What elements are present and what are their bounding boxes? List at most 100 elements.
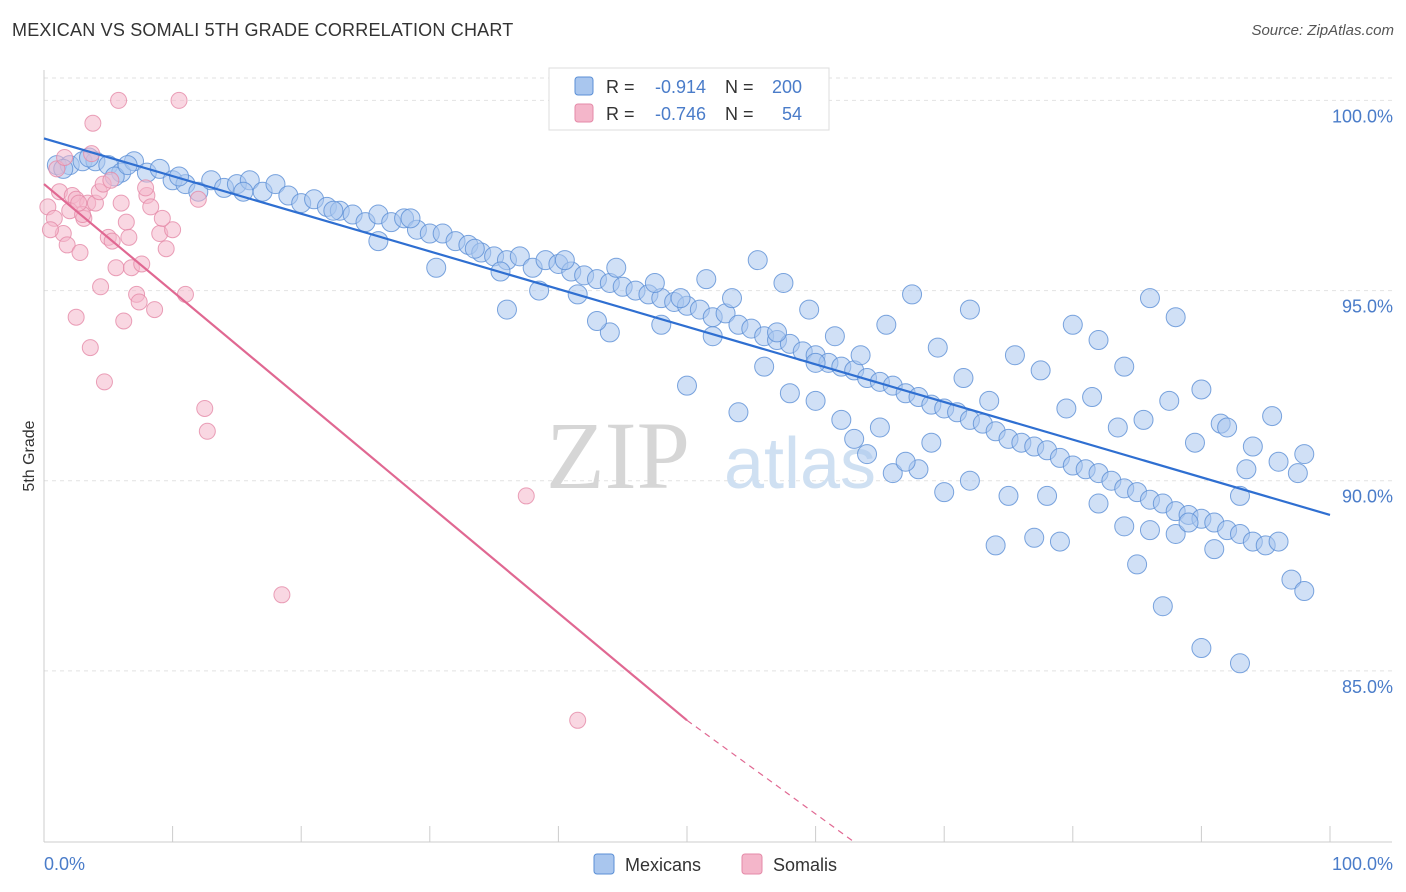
somalis-point [198,422,216,440]
somalis-point [102,171,120,189]
mexicans-point [722,288,743,309]
mexicans-point [1159,390,1180,411]
somalis-point [56,148,74,166]
stats-n-label: N = [725,104,754,124]
mexicans-point [869,417,890,438]
mexicans-point [953,368,974,389]
mexicans-point [831,409,852,430]
mexicans-point [1229,485,1250,506]
mexicans-point [400,208,421,229]
mexicans-point [1037,485,1058,506]
mexicans-point [670,288,691,309]
mexicans-point [779,383,800,404]
stats-legend: R = -0.914 N = 200 R = -0.746 N = 54 [548,67,830,131]
mexicans-point [1088,330,1109,351]
mexicans-point [586,310,607,331]
mexicans-point [554,250,575,271]
stats-legend-box [548,67,830,131]
mexicans-point [902,284,923,305]
mexicans-point [368,231,389,252]
somalis-point [120,228,138,246]
mexicans-point [728,402,749,423]
mexicans-point [1024,527,1045,548]
y-tick-label: 90.0% [1342,487,1393,507]
mexicans-point [1114,516,1135,537]
mexicans-point [927,337,948,358]
mexicans-point [496,299,517,320]
somalis-point [117,213,135,231]
mexicans-point [677,375,697,396]
somalis-point [164,221,182,239]
mexicans-point [1242,436,1263,457]
mexicans-trend-line [43,137,1331,517]
mexicans-point [1268,451,1289,472]
y-tick-label: 100.0% [1332,106,1393,126]
mexicans-point [1139,288,1160,309]
mexicans-point [1114,356,1135,377]
mexicans-point [1030,360,1051,381]
mexicans-point [1107,417,1128,438]
data-points [39,91,1315,729]
somalis-point [189,190,207,208]
mexicans-point [1229,653,1250,674]
stats-r-value: -0.746 [655,104,706,124]
mexicans-point [1262,406,1283,427]
mexicans-point [1217,417,1238,438]
watermark-zip: ZIP [546,402,690,509]
mexicans-point [1165,307,1186,328]
somalis-trend-line-dashed [686,719,855,843]
somalis-point [67,308,85,326]
somalis-point [107,259,125,277]
mexicans-point [850,345,871,366]
mexicans-point [1004,345,1025,366]
mexicans-point [985,535,1006,556]
stats-r-value: -0.914 [655,77,706,97]
somalis-point [115,312,133,330]
stats-r-label: R = [606,77,635,97]
mexicans-point [1268,531,1289,552]
somalis-point [71,244,89,262]
mexicans-point [1139,520,1160,541]
mexicans-point [805,390,826,411]
series-legend-label: Mexicans [625,855,701,875]
series-legend-swatch [741,853,763,875]
mexicans-point [857,444,878,465]
mexicans-point [426,257,447,278]
mexicans-point [464,238,485,259]
grid-lines [44,77,1392,672]
mexicans-point [1082,387,1103,408]
stats-n-value: 54 [782,104,802,124]
series-legend-swatch [593,853,615,875]
mexicans-point [921,432,942,453]
mexicans-point [959,470,980,491]
stats-n-label: N = [725,77,754,97]
mexicans-point [979,390,1000,411]
y-tick-label: 85.0% [1342,677,1393,697]
mexicans-point [747,250,768,271]
source-label: Source: ZipAtlas.com [1251,22,1394,39]
somalis-point [176,285,194,303]
somalis-point [569,711,587,729]
mexicans-point [876,314,897,335]
somalis-point [130,293,148,311]
somalis-point [196,399,214,417]
mexicans-point [1184,432,1205,453]
mexicans-point [1287,463,1308,484]
mexicans-point [824,326,845,347]
somalis-point [137,179,155,197]
somalis-point [81,339,99,357]
y-tick-label: 95.0% [1342,297,1393,317]
somalis-point [157,240,175,258]
mexicans-point [895,451,916,472]
trend-lines [43,137,1331,843]
mexicans-point [959,299,980,320]
axes [43,70,1392,843]
somalis-point [110,91,128,109]
mexicans-point [644,272,665,293]
somalis-point [517,487,535,505]
somalis-point [112,194,130,212]
mexicans-point [1204,539,1225,560]
mexicans-point [805,352,826,373]
y-axis-label: 5th Grade [21,420,38,491]
watermark: ZIP atlas [546,402,876,509]
